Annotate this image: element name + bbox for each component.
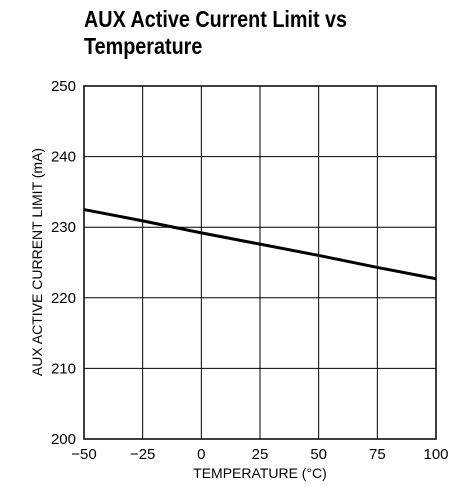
x-tick-label: −25: [130, 446, 155, 463]
plot-frame: [83, 85, 437, 440]
y-tick-label: 200: [51, 431, 76, 448]
x-tick-label: 100: [423, 446, 448, 463]
series-line: [83, 208, 437, 281]
y-tick-label: 220: [51, 290, 76, 307]
y-tick-labels: 200 210 220 230 240 250: [51, 78, 76, 448]
x-tick-label: 50: [310, 446, 327, 463]
x-tick-label: 0: [197, 446, 205, 463]
chart-title: AUX Active Current Limit vs Temperature: [84, 6, 348, 59]
y-tick-label: 230: [51, 219, 76, 236]
y-tick-label: 250: [51, 78, 76, 95]
x-tick-label: 25: [252, 446, 269, 463]
x-axis-label: TEMPERATURE (°C): [193, 465, 327, 481]
y-tick-label: 240: [51, 149, 76, 166]
x-tick-label: −50: [71, 446, 96, 463]
y-axis-label: AUX ACTIVE CURRENT LIMIT (mA): [29, 148, 45, 376]
x-tick-label: 75: [369, 446, 386, 463]
grid: [83, 85, 437, 440]
x-tick-labels: −50 −25 0 25 50 75 100: [71, 446, 448, 463]
series-group: [83, 208, 437, 281]
y-tick-label: 210: [51, 360, 76, 377]
